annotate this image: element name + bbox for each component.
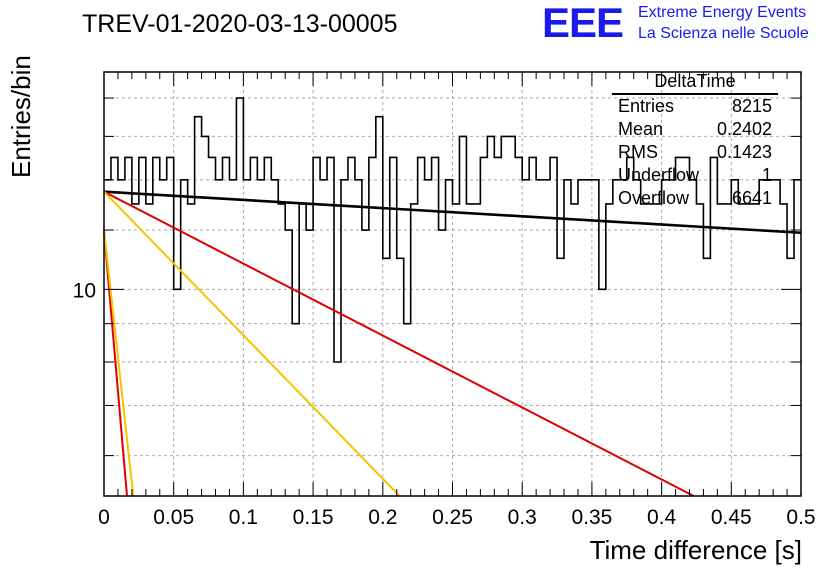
x-tick-label: 0.15 (293, 506, 334, 529)
histogram-bins (104, 97, 801, 363)
stats-box-title: DeltaTime (612, 70, 778, 95)
stats-box: DeltaTime Entries 8215 Mean 0.2402 RMS 0… (612, 70, 778, 210)
stats-row-overflow: Overflow 6641 (612, 187, 778, 210)
fit-lines (103, 190, 802, 497)
axis-tick-labels: 0 0.05 0.1 0.15 0.2 0.25 0.3 0.35 0.4 0.45 0.5 10 (73, 279, 816, 529)
x-tick-label: 0.05 (153, 506, 194, 529)
fit-line-red-1 (103, 190, 695, 497)
x-tick-label: 0.4 (647, 506, 677, 529)
x-tick-label: 0.1 (229, 506, 258, 529)
y-tick-label: 10 (73, 279, 96, 302)
logo-caption-line2: La Scienza nelle Scuole (638, 25, 809, 42)
stats-value: 0.2402 (716, 119, 772, 139)
x-tick-label: 0.45 (711, 506, 752, 529)
stats-value: 1 (761, 165, 772, 185)
fit-line-red-2 (103, 229, 128, 497)
fit-line-black (103, 190, 802, 235)
grid-lines (104, 72, 801, 496)
x-tick-label: 0.2 (368, 506, 397, 529)
x-axis-label: Time difference [s] (589, 535, 802, 565)
logo-caption-line1: Extreme Energy Events (638, 4, 807, 21)
y-axis-label: Entries/bin (6, 55, 36, 178)
stats-value: 0.1423 (716, 142, 772, 162)
fit-line-yellow-1 (103, 190, 401, 497)
page-title: TREV-01-2020-03-13-00005 (82, 10, 398, 38)
stats-row-entries: Entries 8215 (612, 95, 778, 118)
stats-value: 6641 (731, 188, 772, 208)
stats-value: 8215 (731, 96, 772, 116)
histogram-series (104, 97, 801, 363)
stats-label: Mean (618, 119, 664, 139)
stats-row-underflow: Underflow 1 (612, 164, 778, 187)
x-tick-label: 0.3 (508, 506, 537, 529)
axis-ticks (103, 72, 802, 496)
eee-logo: EEE (542, 0, 624, 46)
stats-label: Underflow (618, 165, 700, 185)
x-tick-label: 0.25 (432, 506, 473, 529)
x-tick-label: 0.5 (786, 506, 815, 529)
stats-label: RMS (618, 142, 658, 162)
stats-row-rms: RMS 0.1423 (612, 141, 778, 164)
x-tick-label: 0 (98, 506, 110, 529)
fit-line-yellow-2 (103, 229, 135, 497)
stats-label: Overflow (618, 188, 690, 208)
stats-label: Entries (618, 96, 675, 116)
stats-row-mean: Mean 0.2402 (612, 118, 778, 141)
x-tick-label: 0.35 (571, 506, 612, 529)
